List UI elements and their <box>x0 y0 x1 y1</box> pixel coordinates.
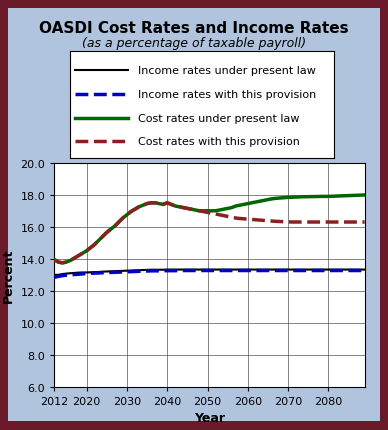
Text: OASDI Cost Rates and Income Rates: OASDI Cost Rates and Income Rates <box>39 21 349 35</box>
Text: Cost rates under present law: Cost rates under present law <box>139 113 300 123</box>
Text: Cost rates with this provision: Cost rates with this provision <box>139 137 300 147</box>
X-axis label: Year: Year <box>194 412 225 424</box>
Text: Income rates with this provision: Income rates with this provision <box>139 89 317 100</box>
Text: (as a percentage of taxable payroll): (as a percentage of taxable payroll) <box>82 37 306 49</box>
Y-axis label: Percent: Percent <box>2 248 15 302</box>
Text: Income rates under present law: Income rates under present law <box>139 66 316 76</box>
